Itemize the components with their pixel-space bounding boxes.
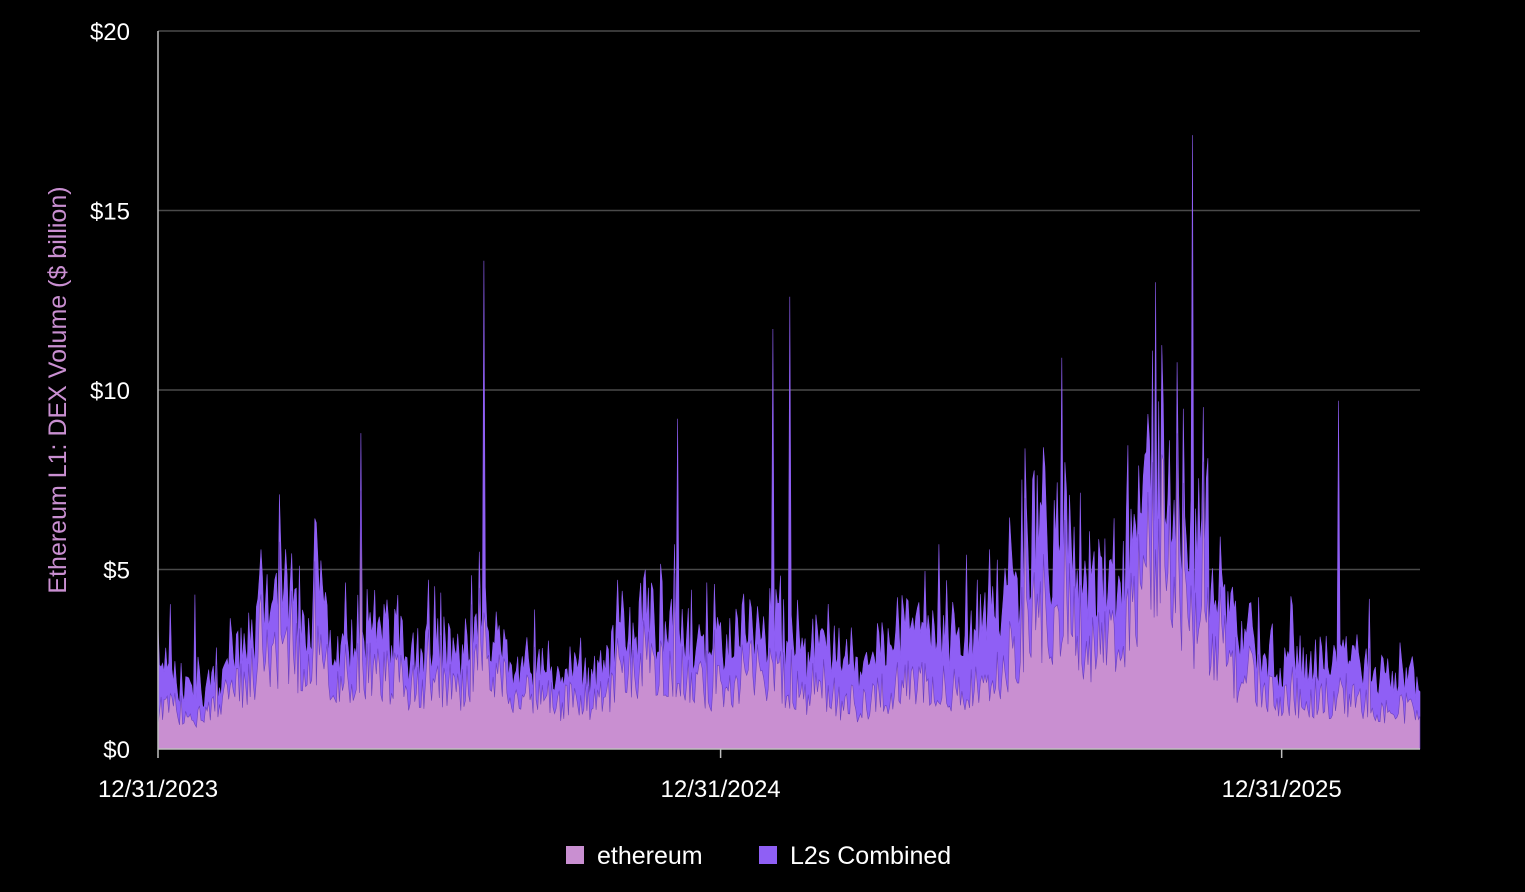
y-tick-label: $10 xyxy=(90,378,130,405)
y-tick-label: $15 xyxy=(90,199,130,226)
y-axis-label: Ethereum L1: DEX Volume ($ billion) xyxy=(44,186,72,593)
plot-areas xyxy=(157,135,1421,750)
x-tick-label: 12/31/2023 xyxy=(98,776,218,803)
legend: ethereum L2s Combined xyxy=(566,842,951,870)
y-tick-labels: $0 $5 $10 $15 $20 xyxy=(90,19,130,764)
y-tick-label: $5 xyxy=(103,558,130,585)
x-tick-labels: 12/31/2023 12/31/2024 12/31/2025 xyxy=(98,776,1342,803)
axes xyxy=(157,31,1420,758)
legend-label-l2s-combined: L2s Combined xyxy=(790,842,951,870)
area-ethereum xyxy=(157,433,1421,750)
legend-label-ethereum: ethereum xyxy=(597,842,703,870)
y-tick-label: $20 xyxy=(90,19,130,46)
legend-swatch-ethereum xyxy=(566,846,584,864)
x-tick-label: 12/31/2025 xyxy=(1222,776,1342,803)
legend-swatch-l2s-combined xyxy=(759,846,777,864)
y-tick-label: $0 xyxy=(103,737,130,764)
x-tick-label: 12/31/2024 xyxy=(661,776,781,803)
